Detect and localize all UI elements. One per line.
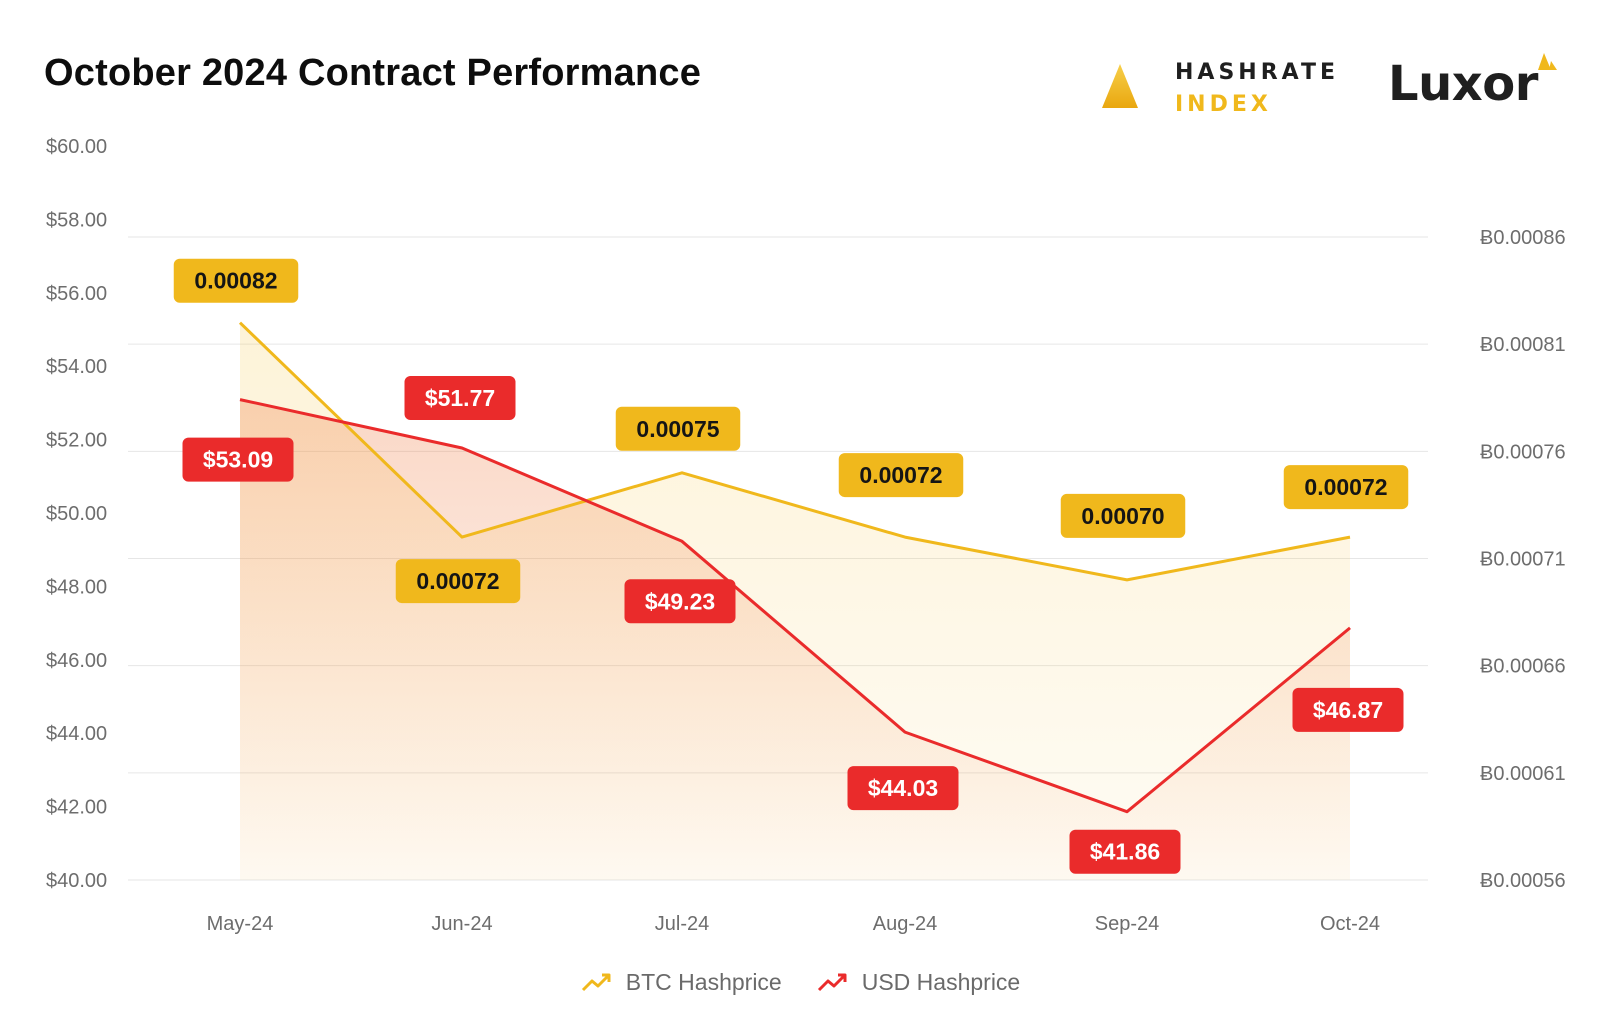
luxor-wordmark: Luxor — [1388, 56, 1538, 112]
left-axis-tick-label: $42.00 — [46, 797, 107, 819]
usd-data-label: $44.03 — [847, 766, 959, 811]
left-axis-tick-label: $58.00 — [46, 209, 107, 231]
btc-data-label: 0.00072 — [1283, 465, 1409, 510]
x-axis-tick-label: Aug-24 — [873, 913, 938, 935]
left-axis-tick-label: $40.00 — [46, 870, 107, 892]
right-axis-tick-label: Ƀ0.00061 — [1480, 763, 1566, 785]
usd-data-label-text: $49.23 — [645, 588, 715, 614]
usd-data-label-bg — [1069, 829, 1181, 874]
usd-data-label-text: $46.87 — [1313, 697, 1383, 723]
x-axis-tick-label: Sep-24 — [1095, 913, 1160, 935]
btc-data-label-bg — [615, 406, 741, 451]
x-axis-tick-label: Jun-24 — [431, 913, 492, 935]
usd-data-label-text: $41.86 — [1090, 839, 1160, 865]
btc-data-label-bg — [395, 559, 521, 604]
right-axis-tick-label: Ƀ0.00081 — [1480, 334, 1566, 356]
axis-ticks: $60.00 $58.00 $56.00 $54.00 $52.00 $50.00 $48.… — [46, 136, 1566, 935]
usd-data-label: $41.86 — [1069, 829, 1181, 874]
usd-data-label-bg — [182, 437, 294, 482]
usd-data-label: $49.23 — [624, 579, 736, 624]
usd-data-label-text: $44.03 — [868, 775, 938, 801]
btc-series-line — [238, 321, 1351, 582]
usd-data-label-bg — [1292, 687, 1404, 732]
left-axis-tick-label: $46.00 — [46, 650, 107, 672]
right-axis-tick-label: Ƀ0.00071 — [1480, 549, 1566, 571]
x-axis-tick-label: Jul-24 — [655, 913, 709, 935]
usd-data-label-text: $51.77 — [425, 385, 495, 411]
right-axis-tick-label: Ƀ0.00056 — [1480, 870, 1566, 892]
right-axis-tick-label: Ƀ0.00076 — [1480, 441, 1566, 463]
btc-data-label-text: 0.00072 — [416, 568, 499, 594]
legend-label-btc: BTC Hashprice — [625, 968, 782, 995]
left-axis-tick-label: $48.00 — [46, 576, 107, 598]
usd-data-label-text: $53.09 — [203, 447, 273, 473]
x-axis-tick-label: Oct-24 — [1320, 913, 1380, 935]
left-axis-tick-label: $44.00 — [46, 723, 107, 745]
series-lines — [238, 321, 1351, 814]
btc-data-label: 0.00072 — [838, 453, 964, 498]
hashrate-index-wordmark-line1: HASHRATE — [1175, 60, 1339, 85]
btc-data-label-text: 0.00075 — [636, 416, 719, 442]
legend-label-usd: USD Hashprice — [861, 968, 1021, 995]
btc-data-label: 0.00072 — [395, 559, 521, 604]
usd-data-label-bg — [404, 376, 516, 421]
btc-data-label: 0.00070 — [1060, 493, 1186, 538]
hashrate-index-wordmark-line2: INDEX — [1175, 92, 1272, 117]
btc-data-label-text: 0.00072 — [859, 462, 942, 488]
left-axis-tick-label: $52.00 — [46, 430, 107, 452]
luxor-logo-mark-icon — [1538, 53, 1557, 70]
btc-data-label: 0.00075 — [615, 406, 741, 451]
left-axis-tick-label: $54.00 — [46, 356, 107, 378]
right-axis-tick-label: Ƀ0.00066 — [1480, 656, 1566, 678]
btc-data-label-text: 0.00082 — [194, 268, 277, 294]
usd-data-label-bg — [847, 766, 959, 811]
x-axis-tick-label: May-24 — [207, 913, 274, 935]
left-axis-tick-label: $50.00 — [46, 503, 107, 525]
btc-data-label-bg — [838, 453, 964, 498]
usd-data-label: $51.77 — [404, 376, 516, 421]
btc-data-label-text: 0.00072 — [1304, 474, 1387, 500]
usd-trend-icon — [817, 973, 847, 992]
btc-data-label-bg — [1060, 493, 1186, 538]
btc-data-label-bg — [1283, 465, 1409, 510]
usd-data-label-bg — [624, 579, 736, 624]
btc-data-label: 0.00082 — [173, 258, 299, 303]
right-axis-tick-label: Ƀ0.00086 — [1480, 227, 1566, 249]
left-axis-tick-label: $56.00 — [46, 283, 107, 305]
left-axis-tick-label: $60.00 — [46, 136, 107, 158]
btc-data-label-text: 0.00070 — [1081, 503, 1164, 529]
btc-trend-icon — [581, 973, 611, 992]
usd-data-label: $53.09 — [182, 437, 294, 482]
hashrate-index-logo-icon — [1102, 64, 1138, 108]
chart-title: October 2024 Contract Performance — [44, 52, 702, 94]
data-labels: 0.00082 0.00072 0.00075 0.00072 0.00070 0.000… — [173, 258, 1409, 874]
btc-data-label-bg — [173, 258, 299, 303]
legend-item-btc[interactable]: BTC Hashprice — [580, 969, 782, 996]
usd-data-label: $46.87 — [1292, 687, 1404, 732]
usd-series-line — [239, 398, 1351, 814]
legend-item-usd[interactable]: USD Hashprice — [816, 968, 1021, 996]
chart-legend: BTC Hashprice USD Hashprice — [0, 962, 1600, 1002]
